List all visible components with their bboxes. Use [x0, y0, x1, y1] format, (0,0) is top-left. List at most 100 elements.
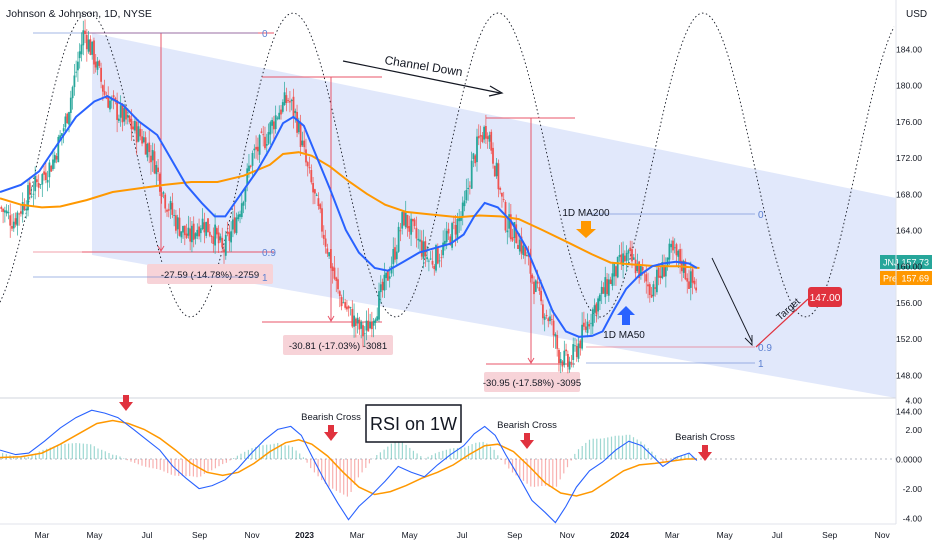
- rsi-histogram-bar: [479, 442, 480, 459]
- candle-body: [419, 240, 421, 242]
- candle-body: [118, 119, 120, 121]
- candle-body: [77, 62, 79, 71]
- candle-body: [98, 61, 100, 66]
- candle-body: [617, 257, 619, 277]
- rsi-histogram-bar: [94, 446, 95, 459]
- candle-body: [337, 279, 339, 289]
- candle-body: [334, 268, 336, 279]
- candle-body: [100, 68, 102, 82]
- candle-body: [214, 225, 216, 246]
- rsi-histogram-bar: [582, 446, 583, 459]
- currency-label: USD: [906, 9, 927, 20]
- candle-body: [410, 219, 412, 235]
- candle-body: [56, 156, 58, 160]
- candle-body: [120, 105, 122, 117]
- rsi-histogram-bar: [571, 459, 572, 461]
- x-tick-label: May: [717, 530, 734, 540]
- candle-body: [653, 284, 655, 296]
- candle-body: [619, 255, 621, 257]
- candle-body: [9, 215, 11, 225]
- rsi-histogram-bar: [483, 442, 484, 459]
- rsi-histogram-bar: [171, 459, 172, 475]
- candle-body: [563, 351, 565, 365]
- candle-body: [198, 227, 200, 237]
- candle-body: [241, 203, 243, 217]
- candle-body: [40, 184, 42, 185]
- candle-body: [164, 195, 166, 209]
- y-tick-label: 156.00: [896, 298, 922, 308]
- rsi-histogram-bar: [244, 452, 245, 459]
- rsi-y-tick-label: 0.0000: [896, 455, 922, 465]
- x-tick-label: Jul: [457, 530, 468, 540]
- candle-body: [191, 226, 193, 242]
- candle-body: [398, 227, 400, 252]
- rsi-histogram-bar: [406, 445, 407, 459]
- x-tick-label: Nov: [875, 530, 891, 540]
- rsi-histogram-bar: [266, 445, 267, 459]
- candle-body: [597, 298, 599, 311]
- candle-body: [221, 238, 223, 248]
- rsi-histogram-bar: [105, 451, 106, 459]
- candle-body: [180, 231, 182, 237]
- candle-body: [261, 132, 263, 133]
- rsi-histogram-bar: [149, 459, 150, 468]
- candle-body: [542, 304, 544, 318]
- candle-body: [594, 305, 596, 313]
- rsi-histogram-bar: [351, 459, 352, 492]
- candle-body: [182, 226, 184, 233]
- candle-body: [417, 239, 419, 241]
- candle-body: [576, 346, 578, 357]
- candle-body: [344, 302, 346, 308]
- candle-body: [351, 309, 353, 327]
- candle-body: [635, 260, 637, 274]
- rsi-histogram-bar: [365, 459, 366, 468]
- candle-body: [84, 31, 86, 34]
- rsi-histogram-bar: [622, 436, 623, 459]
- candle-body: [0, 207, 2, 209]
- rsi-histogram-bar: [233, 458, 234, 459]
- candle-body: [31, 196, 33, 197]
- candle-body: [72, 87, 74, 98]
- candle-body: [405, 213, 407, 227]
- candle-body: [601, 287, 603, 294]
- rsi-histogram-bar: [218, 459, 219, 466]
- rsi-histogram-bar: [442, 451, 443, 459]
- candle-body: [161, 194, 163, 197]
- x-tick-label: 2023: [295, 530, 314, 540]
- rsi-histogram-bar: [127, 459, 128, 460]
- candle-body: [316, 195, 318, 196]
- rsi-histogram-bar: [453, 448, 454, 459]
- candle-body: [227, 231, 229, 233]
- candle-body: [367, 321, 369, 332]
- candle-body: [248, 166, 250, 171]
- candle-body: [547, 318, 549, 321]
- rsi-histogram-bar: [31, 455, 32, 459]
- candle-body: [517, 245, 519, 249]
- candle-body: [371, 322, 373, 329]
- candle-body: [695, 288, 697, 291]
- candle-body: [403, 211, 405, 225]
- rsi-histogram-bar: [141, 459, 142, 466]
- candle-body: [672, 241, 674, 251]
- candle-body: [79, 51, 81, 58]
- rsi-histogram-bar: [101, 450, 102, 459]
- candle-body: [360, 322, 362, 329]
- rsi-histogram-bar: [259, 446, 260, 459]
- candle-body: [596, 304, 598, 315]
- y-tick-label: 152.00: [896, 334, 922, 344]
- rsi-histogram-bar: [688, 454, 689, 459]
- candle-body: [414, 220, 416, 227]
- rsi-histogram-bar: [75, 443, 76, 459]
- candle-body: [202, 219, 204, 229]
- candle-body: [432, 261, 434, 265]
- candle-body: [323, 235, 325, 239]
- candle-body: [50, 166, 52, 172]
- candle-body: [599, 295, 601, 302]
- rsi-histogram-bar: [226, 459, 227, 463]
- rsi-histogram-bar: [530, 459, 531, 487]
- rsi-histogram-bar: [303, 457, 304, 459]
- x-tick-label: Sep: [822, 530, 837, 540]
- candle-body: [75, 72, 77, 73]
- rsi-histogram-bar: [633, 437, 634, 459]
- candle-body: [277, 118, 279, 119]
